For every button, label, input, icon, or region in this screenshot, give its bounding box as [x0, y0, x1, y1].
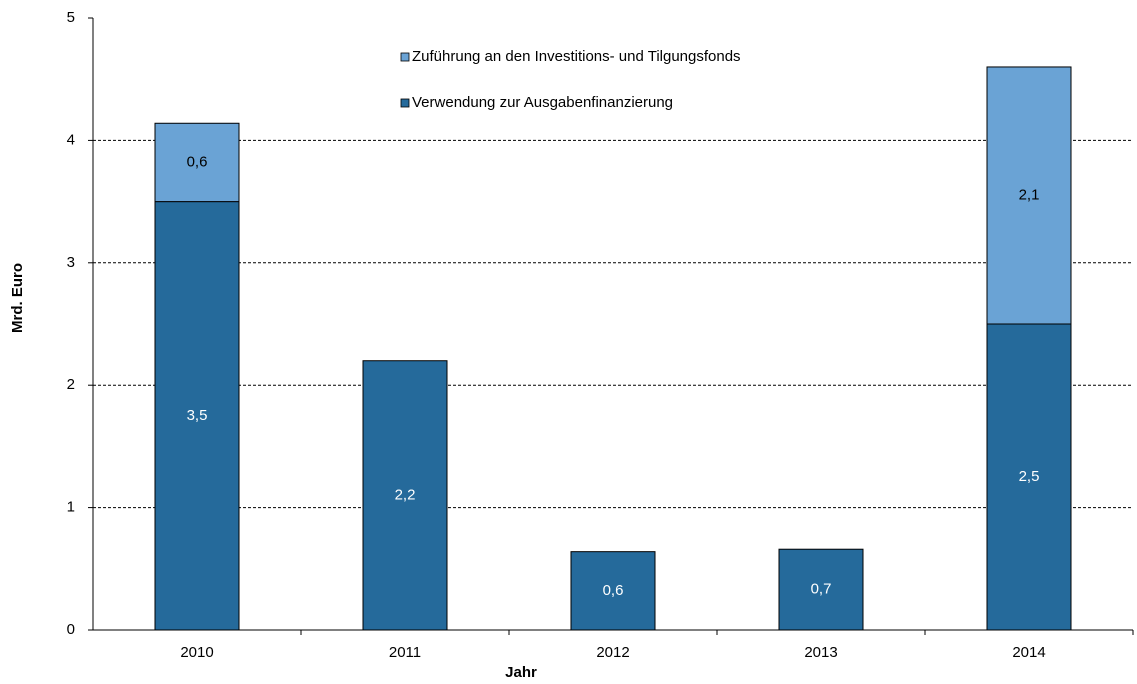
x-tick-label: 2012 — [596, 644, 629, 661]
value-label: 2,5 — [1019, 468, 1040, 485]
legend-swatch — [400, 52, 410, 62]
y-tick-label: 4 — [67, 131, 75, 148]
bar-segment — [154, 122, 240, 203]
x-tick-label: 2010 — [180, 644, 213, 661]
bar-segment — [362, 360, 448, 631]
y-tick-label: 3 — [67, 254, 75, 271]
legend-swatch — [400, 98, 410, 108]
value-label: 3,5 — [187, 407, 208, 424]
value-label: 2,2 — [395, 486, 416, 503]
x-axis-label: Jahr — [505, 664, 537, 681]
x-tick-label: 2011 — [389, 644, 421, 661]
bar-segment — [986, 66, 1072, 325]
y-tick-label: 1 — [67, 499, 75, 516]
legend-label: Verwendung zur Ausgabenfinanzierung — [412, 94, 673, 111]
value-label: 0,6 — [187, 153, 208, 170]
legend-label: Zuführung an den Investitions- und Tilgu… — [412, 48, 741, 65]
x-tick-label: 2014 — [1012, 644, 1045, 661]
bar-segment — [570, 551, 656, 631]
value-label: 2,1 — [1019, 186, 1040, 203]
value-label: 0,6 — [603, 582, 624, 599]
value-label: 0,7 — [811, 581, 832, 598]
y-tick-label: 5 — [67, 9, 75, 26]
bar-segment — [778, 548, 864, 631]
y-axis-label: Mrd. Euro — [9, 263, 26, 333]
x-tick-label: 2013 — [804, 644, 837, 661]
y-tick-label: 0 — [67, 621, 75, 638]
y-tick-label: 2 — [67, 376, 75, 393]
